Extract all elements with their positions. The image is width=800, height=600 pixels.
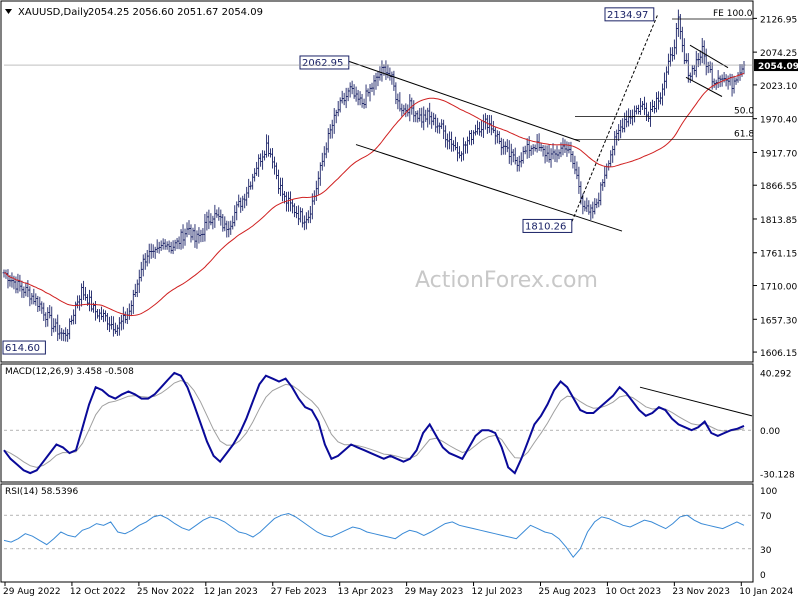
y-tick-label: 1866.55 (760, 182, 797, 192)
x-tick-label: 10 Jan 2024 (739, 587, 793, 597)
high-2134-label: 2134.97 (607, 10, 648, 21)
high-2134-label-box (604, 7, 655, 22)
rsi-panel-frame (0, 483, 754, 583)
x-tick-label: 12 Jan 2023 (204, 587, 258, 597)
high-2062-label: 2062.95 (302, 58, 343, 69)
rsi-tick-label: 30 (760, 546, 772, 556)
rsi-tick-label: 70 (760, 512, 772, 522)
recent-channel-upper (689, 44, 729, 69)
macd-signal-line (3, 379, 745, 468)
x-tick-label: 12 Jul 2023 (472, 587, 523, 597)
y-tick-label: 2126.95 (760, 15, 797, 25)
y-tick-label: 1917.70 (760, 149, 797, 159)
fib-level-label: 50.0 (734, 106, 754, 116)
current-price-label: 2054.09 (758, 62, 799, 72)
macd-tick-label: 0.00 (760, 427, 780, 437)
macd-lines: 40.292 0.00 -30.128 (3, 369, 795, 480)
price-y-axis: 2126.95 2074.25 2023.10 1970.40 1917.70 1866.… (4, 15, 799, 359)
macd-tick-label: 40.292 (760, 369, 792, 379)
price-bars (2, 9, 746, 342)
x-tick-label: 12 Oct 2022 (70, 587, 126, 597)
macd-trend-line (639, 386, 753, 417)
x-axis: 29 Aug 2022 12 Oct 2022 25 Nov 2022 12 Jan … (3, 582, 794, 597)
symbol-label: XAUUSD,Daily (18, 7, 89, 18)
x-tick-label: 25 Aug 2023 (538, 587, 596, 597)
macd-label: MACD(12,26,9) 3.458 -0.508 (5, 367, 134, 377)
annotations: FE 100.0 50.0 61.8 2134.97 2062.95 1810.26 614… (2, 7, 754, 355)
current-price-tag (754, 59, 798, 72)
rsi-path (3, 512, 745, 559)
macd-tick-label: -30.128 (760, 470, 795, 480)
y-tick-label: 1710.00 (760, 283, 797, 293)
y-tick-label: 1970.40 (760, 116, 797, 126)
dropdown-arrow-icon[interactable] (5, 9, 12, 14)
fib-level-label: FE 100.0 (713, 9, 753, 19)
low-1810-label-box (522, 218, 573, 233)
macd-main-line (3, 371, 745, 475)
x-tick-label: 13 Apr 2023 (338, 587, 394, 597)
ohlc-label: 2054.25 2056.60 2051.67 2054.09 (88, 7, 263, 18)
low-614-label-box (2, 340, 46, 355)
low-1810-label: 1810.26 (525, 221, 566, 232)
macd-panel-frame (0, 363, 754, 483)
x-tick-label: 23 Nov 2023 (672, 587, 730, 597)
y-tick-label: 1761.15 (760, 250, 797, 260)
rally-dashed-line (571, 13, 659, 222)
x-tick-label: 29 May 2023 (405, 587, 464, 597)
recent-channel-lower (685, 76, 723, 97)
x-tick-label: 27 Feb 2023 (271, 587, 327, 597)
fib-level-label: 61.8 (734, 129, 754, 139)
y-tick-label: 1657.30 (760, 316, 797, 326)
rsi-label: RSI(14) 58.5396 (5, 487, 78, 497)
y-tick-label: 2074.25 (760, 49, 797, 59)
high-2062-label-box (299, 55, 350, 70)
x-tick-label: 25 Nov 2022 (137, 587, 195, 597)
y-tick-label: 1813.85 (760, 216, 797, 226)
low-614-label: 614.60 (5, 343, 40, 354)
channel-upper-line (344, 59, 581, 142)
y-tick-label: 1606.15 (760, 349, 797, 359)
rsi-line: 100 70 30 0 (3, 487, 777, 581)
x-tick-label: 10 Oct 2023 (605, 587, 661, 597)
channel-lower-line (355, 144, 623, 232)
price-panel-frame (0, 0, 754, 363)
x-tick-label: 29 Aug 2022 (3, 587, 61, 597)
rsi-tick-label: 100 (760, 487, 777, 497)
y-tick-label: 2023.10 (760, 82, 797, 92)
watermark: ActionForex.com (415, 268, 598, 293)
rsi-tick-label: 0 (760, 571, 766, 581)
